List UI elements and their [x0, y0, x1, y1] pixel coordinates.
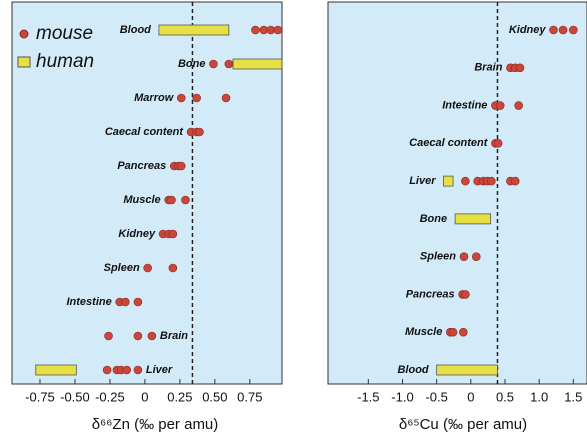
mouse-point — [514, 101, 523, 110]
x-tick-label: 0.5 — [496, 389, 514, 404]
category-label: Pancreas — [406, 288, 455, 300]
mouse-point — [104, 331, 113, 341]
mouse-point — [251, 25, 260, 35]
mouse-point — [549, 25, 558, 35]
category-label: Spleen — [420, 251, 456, 263]
x-tick-label: -0.75 — [25, 389, 55, 404]
x-tick-label: 0 — [141, 389, 148, 404]
x-tick-label: 1.0 — [530, 389, 548, 404]
legend-label: human — [36, 51, 94, 72]
mouse-point — [143, 263, 152, 273]
mouse-point — [209, 59, 218, 69]
category-label: Muscle — [405, 326, 442, 338]
plot-area — [327, 1, 587, 385]
mouse-point — [461, 290, 470, 299]
category-label: Intestine — [66, 296, 111, 308]
x-axis-title: δ⁶⁶Zn (‰ per amu) — [92, 416, 219, 433]
mouse-point — [102, 365, 112, 375]
category-label: Blood — [397, 364, 428, 376]
mouse-point — [459, 252, 469, 261]
x-tick-label: -1.5 — [357, 389, 379, 404]
category-label: Liver — [409, 175, 436, 187]
mouse-point — [569, 25, 578, 35]
mouse-point — [195, 127, 204, 137]
mouse-point — [487, 176, 496, 186]
mouse-point — [133, 365, 143, 375]
mouse-point — [147, 331, 157, 341]
mouse-point — [495, 101, 505, 110]
mouse-point — [122, 365, 132, 375]
category-label: Brain — [474, 62, 502, 74]
category-label: Blood — [120, 24, 151, 36]
category-label: Bone — [178, 58, 206, 70]
x-tick-label: -0.50 — [60, 389, 90, 404]
x-tick-label: 0.50 — [202, 389, 227, 404]
human-range — [232, 58, 283, 70]
category-label: Liver — [146, 364, 173, 376]
mouse-point — [133, 331, 143, 341]
x-tick-label: 0.75 — [237, 389, 262, 404]
x-tick-label: -1.0 — [391, 389, 413, 404]
legend-swatch — [19, 29, 29, 39]
category-label: Kidney — [509, 24, 547, 36]
mouse-point — [176, 161, 186, 171]
category-label: Brain — [160, 330, 188, 342]
mouse-point — [471, 252, 481, 261]
category-label: Caecal content — [105, 126, 185, 138]
mouse-point — [221, 93, 231, 103]
legend-swatch — [17, 56, 31, 68]
category-label: Bone — [420, 213, 448, 225]
mouse-point — [168, 263, 178, 273]
mouse-point — [181, 195, 190, 205]
category-label: Intestine — [442, 99, 487, 111]
category-label: Pancreas — [117, 160, 166, 172]
x-tick-label: 0 — [467, 389, 474, 404]
mouse-point — [168, 229, 178, 239]
category-label: Spleen — [104, 262, 140, 274]
mouse-point — [273, 25, 283, 35]
x-tick-label: 1.5 — [564, 389, 582, 404]
x-tick-label: 0.25 — [167, 389, 192, 404]
category-label: Caecal content — [409, 137, 489, 149]
human-range — [158, 24, 230, 36]
mouse-point — [133, 297, 143, 307]
mouse-point — [515, 63, 525, 73]
mouse-point — [493, 139, 503, 148]
mouse-point — [558, 25, 568, 35]
mouse-point — [459, 327, 468, 337]
mouse-point — [121, 297, 130, 307]
human-range — [436, 364, 498, 376]
x-axis-title: δ⁶⁵Cu (‰ per amu) — [399, 416, 527, 433]
mouse-point — [192, 93, 201, 103]
mouse-point — [510, 176, 520, 186]
human-range — [443, 175, 454, 187]
legend-label: mouse — [36, 23, 93, 44]
category-label: Kidney — [118, 228, 156, 240]
x-tick-label: -0.25 — [95, 389, 125, 404]
mouse-point — [167, 195, 176, 205]
human-range — [35, 364, 77, 376]
mouse-point — [448, 327, 458, 337]
human-range — [454, 213, 492, 225]
category-label: Muscle — [123, 194, 160, 206]
x-tick-label: -0.5 — [425, 389, 447, 404]
mouse-point — [461, 176, 470, 186]
category-label: Marrow — [134, 92, 175, 104]
mouse-point — [176, 93, 186, 103]
